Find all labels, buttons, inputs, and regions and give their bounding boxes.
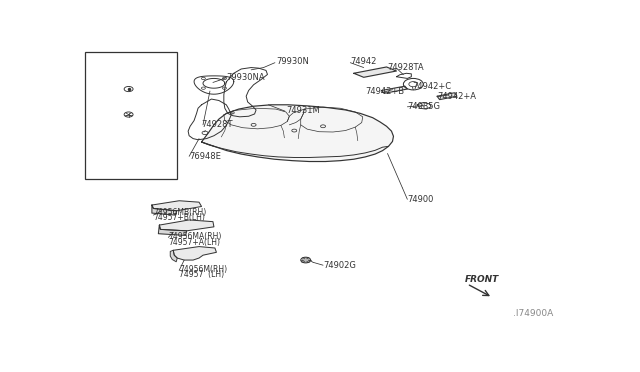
Polygon shape xyxy=(159,220,214,231)
Bar xyxy=(85,52,177,179)
Text: FRONT: FRONT xyxy=(465,275,499,283)
Polygon shape xyxy=(173,247,216,260)
Polygon shape xyxy=(89,56,172,122)
Text: 74942: 74942 xyxy=(350,57,377,66)
Text: 74956MB(RH): 74956MB(RH) xyxy=(154,208,207,217)
Text: 74928TA: 74928TA xyxy=(388,63,424,72)
Text: 74900: 74900 xyxy=(408,195,434,204)
Text: 79930NA: 79930NA xyxy=(227,73,265,82)
Text: 74902GB: 74902GB xyxy=(99,172,138,181)
Polygon shape xyxy=(108,56,167,68)
Text: 74957+B(LH): 74957+B(LH) xyxy=(154,214,205,222)
Polygon shape xyxy=(301,258,310,262)
Polygon shape xyxy=(437,93,457,100)
Polygon shape xyxy=(202,105,394,161)
Text: 74942+C: 74942+C xyxy=(412,82,451,91)
Polygon shape xyxy=(152,201,202,211)
Text: 74985G: 74985G xyxy=(408,102,440,111)
Polygon shape xyxy=(152,205,177,215)
Text: 74957  (LH): 74957 (LH) xyxy=(179,270,225,279)
Text: 74942+B: 74942+B xyxy=(365,87,404,96)
Text: .I74900A: .I74900A xyxy=(513,309,554,318)
Text: 74931M: 74931M xyxy=(286,106,319,115)
Text: 74928T: 74928T xyxy=(202,121,233,129)
Text: 74942+A: 74942+A xyxy=(437,92,476,101)
Polygon shape xyxy=(158,225,187,235)
Text: 74957+A(LH): 74957+A(LH) xyxy=(168,238,220,247)
Text: 76948E: 76948E xyxy=(189,152,221,161)
Text: 74956M(RH): 74956M(RH) xyxy=(179,265,227,274)
Text: 74902G: 74902G xyxy=(323,261,356,270)
Text: 74956MA(RH): 74956MA(RH) xyxy=(168,232,221,241)
Text: 79930N: 79930N xyxy=(276,57,308,66)
Text: 74902GB: 74902GB xyxy=(99,130,138,140)
Polygon shape xyxy=(170,250,177,262)
Polygon shape xyxy=(354,67,396,77)
Polygon shape xyxy=(381,86,408,93)
